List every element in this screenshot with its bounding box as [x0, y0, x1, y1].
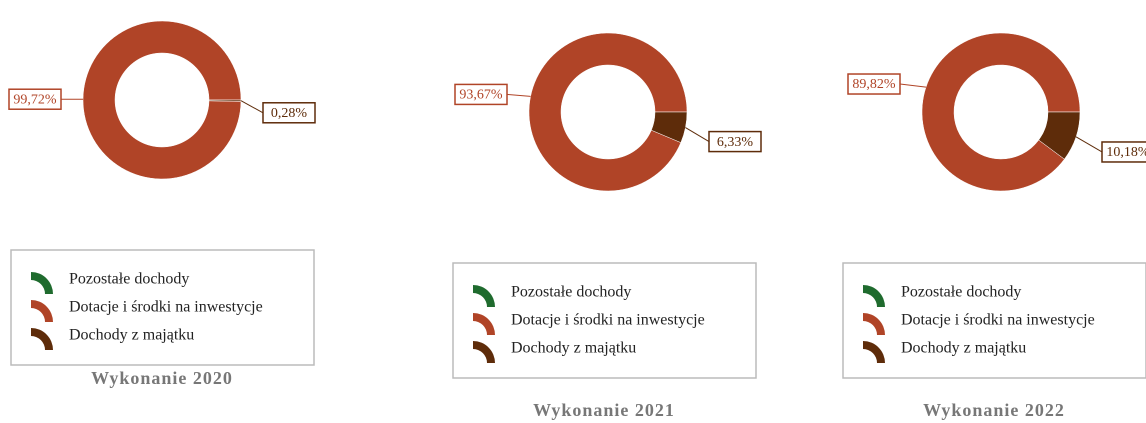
legend-icon: [473, 313, 495, 335]
legend-icon: [31, 272, 53, 294]
legend-label: Pozostałe dochody: [511, 284, 631, 301]
legend-label: Dotacje i środki na inwestycje: [69, 299, 263, 316]
chart-title: Wykonanie 2022: [923, 400, 1065, 420]
leader-line: [240, 100, 264, 114]
legend-box: [842, 262, 1146, 379]
legend-label: Dochody z majątku: [901, 340, 1026, 357]
label-box: [847, 73, 901, 95]
label-box: [454, 83, 508, 106]
data-label: 0,28%: [271, 106, 308, 121]
leader-line: [685, 127, 710, 143]
legend-icon: [863, 285, 885, 307]
chart-title: Wykonanie 2020: [91, 368, 233, 388]
legend-box: [10, 249, 315, 366]
data-label: 93,67%: [459, 88, 503, 103]
legend-icon: [31, 300, 53, 322]
data-label: 89,82%: [852, 77, 896, 92]
legend-box: [452, 262, 757, 379]
legend-icon: [863, 313, 885, 335]
label-box: [262, 102, 316, 124]
legend-label: Dochody z majątku: [511, 340, 636, 357]
leader-line: [506, 93, 531, 97]
legend-label: Pozostałe dochody: [901, 284, 1021, 301]
legend-label: Dotacje i środki na inwestycje: [901, 312, 1095, 329]
label-box: [1101, 141, 1146, 163]
slice: [651, 111, 688, 143]
slice: [82, 20, 242, 180]
data-label: 10,18%: [1106, 145, 1146, 160]
slice: [528, 32, 688, 192]
data-label: 99,72%: [13, 92, 57, 107]
leader-line: [899, 83, 927, 88]
legend-label: Pozostałe dochody: [69, 271, 189, 288]
label-box: [8, 88, 62, 110]
legend-icon: [473, 285, 495, 307]
legend-icon: [473, 341, 495, 363]
legend-icon: [863, 341, 885, 363]
slice: [921, 32, 1081, 192]
legend-label: Dochody z majątku: [69, 327, 194, 344]
label-box: [708, 130, 762, 153]
slice: [1038, 111, 1081, 160]
data-label: 6,33%: [717, 135, 754, 150]
chart-title: Wykonanie 2021: [533, 400, 675, 420]
leader-line: [1075, 136, 1103, 153]
legend-icon: [31, 328, 53, 350]
legend-label: Dotacje i środki na inwestycje: [511, 312, 705, 329]
